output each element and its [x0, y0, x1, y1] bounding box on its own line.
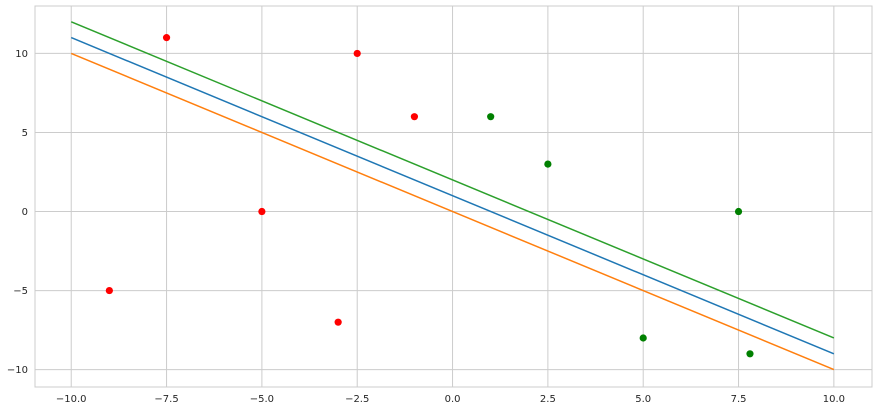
y-tick-label: −5 [13, 286, 28, 297]
data-point-series-2 [544, 160, 552, 168]
y-tick-label: −10 [7, 365, 28, 376]
x-tick-label: 2.5 [540, 394, 556, 405]
x-tick-label: 5.0 [635, 394, 651, 405]
data-point-series-1 [410, 113, 419, 121]
series-line-3 [70, 21, 835, 339]
y-tick-label: 10 [15, 49, 28, 60]
data-point-series-1 [353, 49, 361, 58]
x-tick-label: −7.5 [154, 394, 178, 405]
data-point-series-1 [334, 318, 342, 326]
series-line-1 [70, 36, 835, 355]
series-line-2 [70, 52, 835, 371]
x-tick-label: 7.5 [731, 394, 747, 405]
data-point-series-2 [487, 113, 495, 121]
data-point-series-1 [162, 34, 171, 42]
plot-frame [34, 5, 873, 388]
grid [35, 6, 872, 387]
data-point-series-2 [746, 350, 754, 358]
data-point-series-1 [258, 207, 266, 216]
data-point-series-2 [734, 207, 743, 216]
x-tick-label: −10.0 [56, 394, 87, 405]
x-tick-label: 10.0 [823, 394, 845, 405]
y-tick-label: 5 [22, 128, 28, 139]
x-axis-ticks: −10.0 −7.5 −5.0 −2.5 0.0 2.5 5.0 7.5 10.0 [56, 394, 845, 405]
y-tick-label: 0 [22, 207, 28, 218]
x-tick-label: 0.0 [445, 394, 461, 405]
scatter-points [105, 34, 754, 358]
x-tick-label: −5.0 [250, 394, 274, 405]
y-axis-ticks: −10 −5 0 5 10 [7, 49, 28, 376]
line-series [70, 21, 835, 371]
data-point-series-1 [105, 286, 113, 295]
x-tick-label: −2.5 [345, 394, 369, 405]
data-point-series-2 [639, 334, 647, 342]
